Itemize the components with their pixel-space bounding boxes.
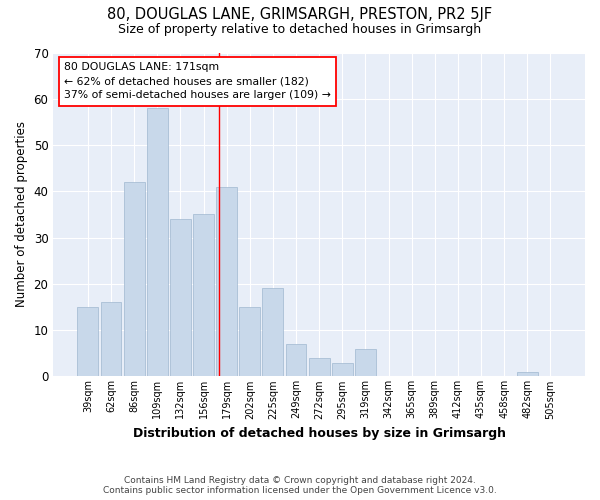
Bar bbox=[355, 348, 376, 376]
Bar bbox=[77, 307, 98, 376]
Bar bbox=[332, 362, 353, 376]
Text: 80, DOUGLAS LANE, GRIMSARGH, PRESTON, PR2 5JF: 80, DOUGLAS LANE, GRIMSARGH, PRESTON, PR… bbox=[107, 8, 493, 22]
X-axis label: Distribution of detached houses by size in Grimsargh: Distribution of detached houses by size … bbox=[133, 427, 506, 440]
Bar bbox=[216, 186, 237, 376]
Bar bbox=[309, 358, 329, 376]
Bar bbox=[101, 302, 121, 376]
Bar bbox=[147, 108, 167, 376]
Text: 80 DOUGLAS LANE: 171sqm
← 62% of detached houses are smaller (182)
37% of semi-d: 80 DOUGLAS LANE: 171sqm ← 62% of detache… bbox=[64, 62, 331, 100]
Bar bbox=[193, 214, 214, 376]
Bar bbox=[517, 372, 538, 376]
Bar bbox=[170, 219, 191, 376]
Bar bbox=[286, 344, 307, 376]
Y-axis label: Number of detached properties: Number of detached properties bbox=[15, 122, 28, 308]
Bar bbox=[239, 307, 260, 376]
Bar bbox=[124, 182, 145, 376]
Text: Size of property relative to detached houses in Grimsargh: Size of property relative to detached ho… bbox=[118, 22, 482, 36]
Bar bbox=[262, 288, 283, 376]
Text: Contains HM Land Registry data © Crown copyright and database right 2024.
Contai: Contains HM Land Registry data © Crown c… bbox=[103, 476, 497, 495]
